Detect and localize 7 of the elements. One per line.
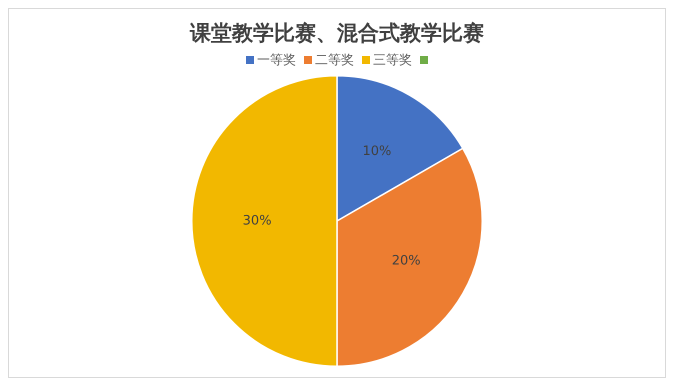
data-label: 10% [362,144,392,160]
legend-label: 三等奖 [373,52,412,69]
chart-title: 课堂教学比赛、混合式教学比赛 [188,20,485,47]
legend-label: 二等奖 [315,52,354,69]
data-label: 30% [242,213,272,228]
legend-label: 一等奖 [257,52,296,69]
data-label: 20% [392,253,421,268]
